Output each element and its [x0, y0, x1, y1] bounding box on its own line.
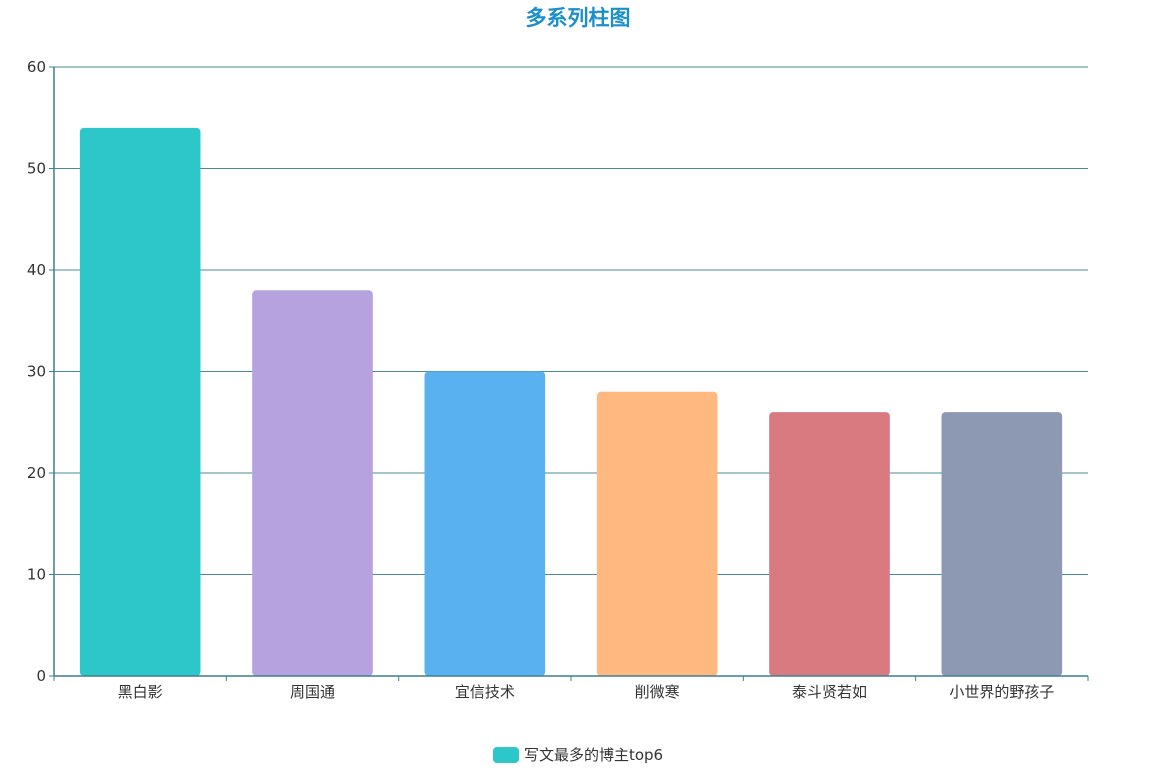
grid-lines [54, 66, 1088, 575]
y-tick-label: 10 [27, 566, 46, 584]
bars [79, 127, 1063, 677]
legend-swatch [492, 747, 519, 763]
legend[interactable]: 写文最多的博主top6 [0, 744, 1156, 765]
y-tick-label: 0 [36, 667, 46, 685]
y-tick-label: 60 [27, 58, 46, 76]
bar[interactable] [79, 127, 201, 676]
x-tick-label: 小世界的野孩子 [949, 683, 1054, 701]
y-axis: 0 10 20 30 40 50 60 [27, 58, 55, 685]
bar[interactable] [769, 412, 890, 676]
x-tick-label: 黑白影 [118, 683, 163, 701]
x-tick-label: 削微寒 [635, 683, 680, 701]
x-tick-label: 泰斗贤若如 [792, 683, 867, 701]
bar[interactable] [596, 391, 718, 676]
y-tick-label: 40 [27, 261, 46, 279]
y-tick-label: 50 [27, 160, 46, 178]
legend-label: 写文最多的博主top6 [523, 746, 664, 764]
chart-title: 多系列柱图 [525, 6, 631, 30]
y-tick-label: 20 [27, 464, 46, 482]
bar[interactable] [941, 412, 1063, 676]
bar[interactable] [424, 371, 546, 677]
bar[interactable] [252, 290, 373, 676]
x-axis: 黑白影 周国通 宜信技术 削微寒 泰斗贤若如 小世界的野孩子 [53, 675, 1089, 701]
x-tick-label: 宜信技术 [455, 683, 515, 701]
y-tick-label: 30 [27, 363, 46, 381]
x-tick-label: 周国通 [290, 683, 335, 701]
